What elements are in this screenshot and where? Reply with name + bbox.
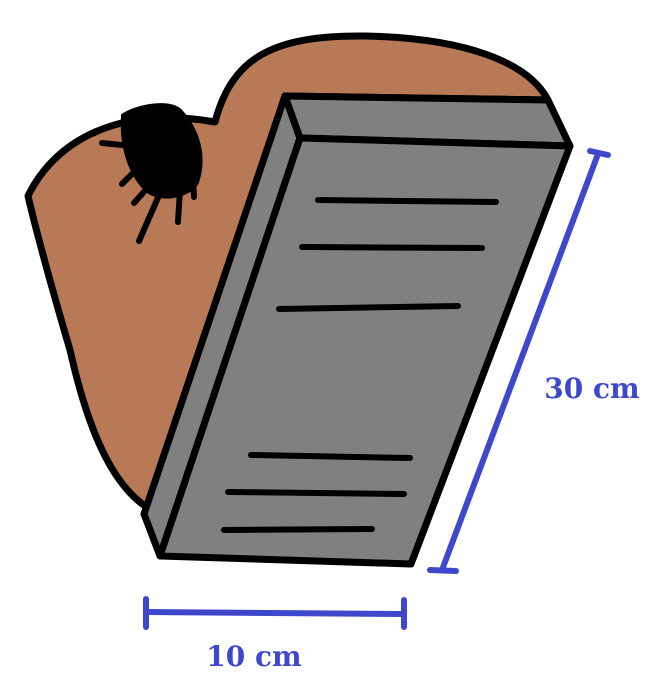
tablet-engravings [221,197,499,533]
splatter-ray [136,190,163,244]
splatter-ray [175,187,183,225]
width-label: 10 cm [206,640,301,673]
length-dimension-cap-bottom [427,567,459,574]
engraving-line [225,489,407,497]
splatter-ray [190,175,197,200]
length-label: 30 cm [544,372,639,405]
width-dimension-line [143,609,407,617]
length-dimension [427,148,611,574]
splatter-ray [99,140,135,149]
width-dimension [143,596,407,630]
splatter-ray [131,182,153,206]
black-splatter [99,103,203,244]
engraving-line [299,244,485,251]
length-dimension-line [439,151,601,573]
splatter-ray [119,163,143,187]
length-dimension-cap-top [587,148,611,158]
engraving-line [315,197,499,205]
engraving-line [248,452,413,461]
engraving-line [221,526,375,533]
engraving-line [276,303,461,312]
